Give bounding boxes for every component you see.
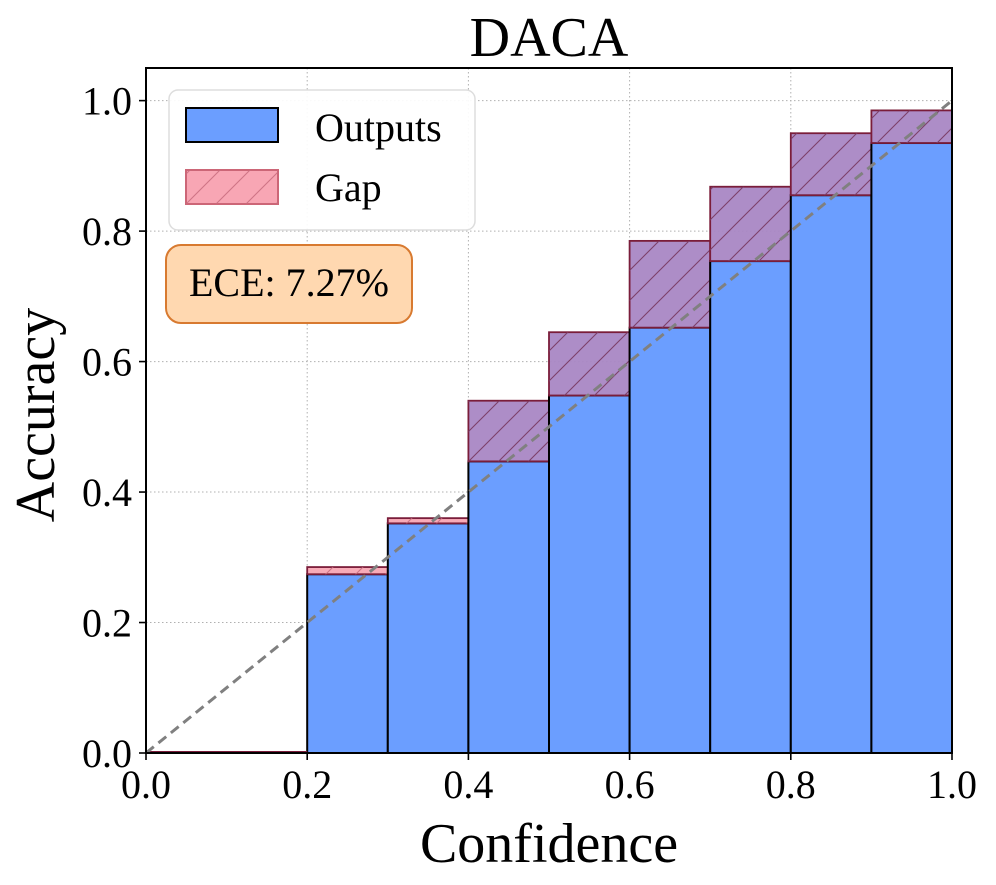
gap-bar-hatch (790, 133, 872, 196)
y-tick-label: 0.6 (82, 340, 132, 385)
gap-bar-hatch (710, 186, 791, 262)
gap-bar-hatch (549, 332, 630, 396)
outputs-bar (789, 194, 873, 754)
y-tick-label: 1.0 (82, 79, 132, 124)
outputs-bar (709, 260, 792, 754)
gap-bar-hatch (871, 110, 952, 144)
x-tick-label: 0.4 (443, 762, 493, 807)
diagonal-reference-line (145, 99, 953, 755)
legend: Outputs Gap (168, 89, 476, 231)
y-tick-label: 0.0 (82, 731, 132, 776)
bars-layer (146, 109, 954, 754)
gap-bar-hatch (307, 567, 388, 575)
y-axis-label: Accuracy (5, 308, 67, 523)
axes-border (145, 67, 953, 754)
outputs-bar (306, 573, 389, 754)
outputs-bar (386, 522, 470, 754)
chart-title: DACA (470, 7, 629, 69)
x-tick-label: 1.0 (927, 762, 977, 807)
gap-bar-hatch (629, 240, 711, 328)
x-axis-label: Confidence (420, 813, 678, 875)
outputs-bar (467, 460, 550, 754)
legend-outputs-label: Outputs (315, 105, 442, 150)
axes-frame (145, 67, 953, 754)
legend-gap-label: Gap (315, 165, 382, 210)
x-tick-label: 0.6 (605, 762, 655, 807)
y-tick-label: 0.2 (82, 601, 132, 646)
x-tick-label: 0.8 (766, 762, 816, 807)
ticks-layer: 0.0 0.2 0.4 0.6 0.8 1.0 0.0 0.2 0.4 0.6 0.8 1.0 (82, 79, 977, 807)
x-tick-label: 0.2 (282, 762, 332, 807)
legend-outputs-swatch (185, 107, 279, 143)
gap-bar-hatch (387, 518, 469, 524)
y-tick-label: 0.4 (82, 470, 132, 515)
outputs-bar (548, 394, 631, 754)
outputs-bar (628, 326, 712, 754)
ece-text: ECE: 7.27% (189, 260, 389, 305)
ece-annotation: ECE: 7.27% (165, 244, 413, 324)
outputs-bar (870, 142, 954, 754)
y-tick-label: 0.8 (82, 209, 132, 254)
gap-bar-hatch (468, 400, 549, 462)
x-tick-label: 0.0 (121, 762, 171, 807)
